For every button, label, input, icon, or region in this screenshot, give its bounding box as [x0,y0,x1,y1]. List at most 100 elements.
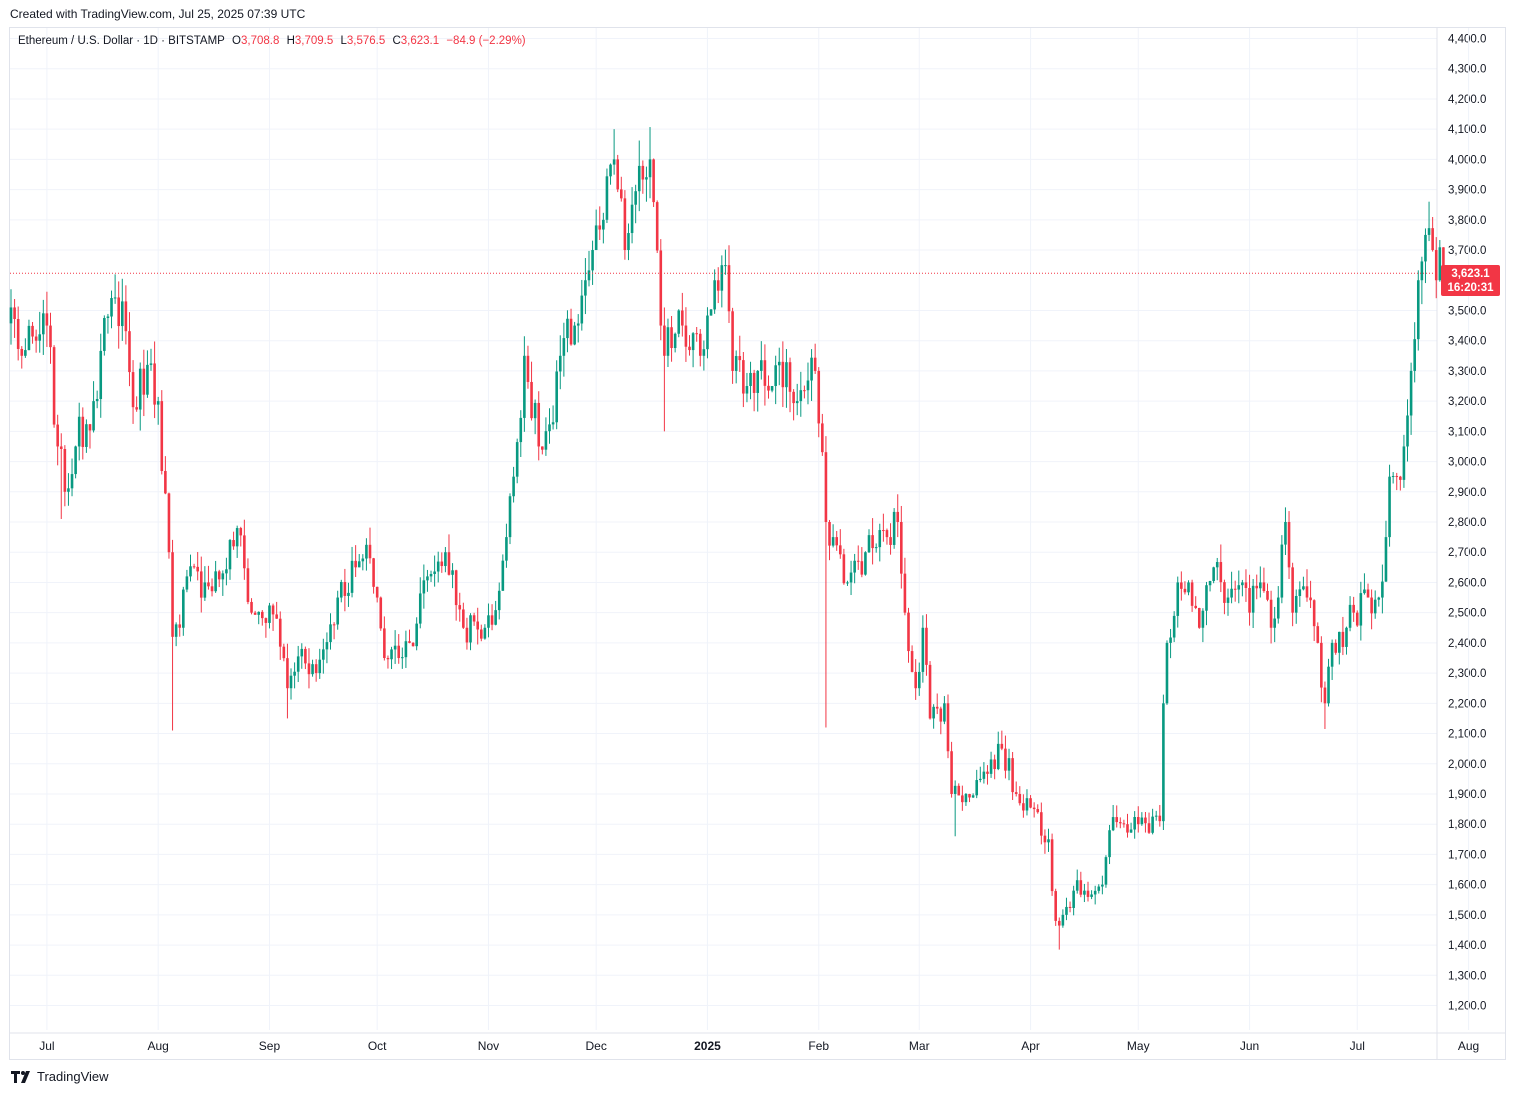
candle-body [1334,642,1338,653]
candle-body [106,316,110,319]
candle-body [160,401,164,471]
candle-body [1111,817,1115,831]
candle-body [156,401,160,405]
candle-body [871,535,874,549]
candle-body [569,318,573,345]
candle-body [228,540,232,570]
legend-high-label: H [286,35,295,47]
candle-body [1054,891,1057,921]
candle-body [1025,798,1029,811]
candle-body [59,446,63,449]
candle-body [655,202,659,251]
candle-body [67,488,70,492]
x-tick-label: Feb [808,1039,829,1053]
candle-body [1151,816,1154,833]
candle-body [253,612,257,615]
candle-body [1140,817,1144,825]
candle-body [397,645,401,659]
candle-body [1338,631,1341,653]
candle-body [860,561,864,575]
candle-body [372,558,375,587]
candle-body [465,627,469,643]
candle-body [411,642,415,647]
candle-body [838,545,842,555]
candle-body [555,371,558,423]
candle-body [135,407,138,410]
candle-body [42,313,45,335]
candle-body [781,361,785,388]
candle-body [810,357,813,381]
candle-body [1345,627,1348,647]
candle-body [483,627,487,639]
candle-body [1399,476,1402,480]
candle-body [1047,839,1050,843]
candle-body [128,331,131,373]
candle-body [1341,631,1345,647]
candle-body [164,470,167,494]
x-tick-label: May [1127,1039,1150,1053]
candle-body [623,198,627,251]
y-tick-label: 2,800.0 [1448,517,1486,529]
candle-body [1183,588,1187,593]
candle-body [777,361,781,366]
candle-body [1377,597,1381,600]
candle-body [519,417,523,443]
candle-body [401,657,404,659]
y-tick-label: 4,300.0 [1448,64,1486,76]
candle-body [1230,588,1233,598]
candle-body [695,333,698,335]
bar-countdown: 16:20:31 [1447,282,1494,294]
candle-body [964,793,968,803]
candle-body [45,313,49,326]
candle-body [1298,589,1302,596]
candle-body [1083,890,1086,895]
candle-body [1014,792,1018,794]
candle-body [225,569,228,574]
candle-body [1000,743,1004,749]
candle-body [1255,585,1259,589]
candle-body [738,356,742,361]
y-tick-label: 3,000.0 [1448,457,1486,469]
candle-body [354,560,357,568]
candle-body [785,362,788,388]
candle-body [587,270,591,281]
candle-body [1090,894,1093,897]
candle-body [433,571,436,574]
candle-body [1280,544,1284,598]
candle-body [1011,758,1014,793]
candle-body [1165,642,1169,704]
chart-frame[interactable] [9,27,1506,1060]
candle-body [1068,906,1072,908]
x-tick-label: Jul [39,1039,54,1053]
candle-body [1133,817,1136,830]
candle-body [1434,250,1438,281]
candle-body [243,535,246,569]
candle-body [932,706,935,719]
candle-body [641,165,645,180]
candle-body [846,582,849,584]
candle-body [968,793,971,798]
candle-body [576,323,580,326]
candle-body [659,250,663,326]
candle-body [541,446,544,450]
candle-body [821,423,824,453]
candle-body [645,177,648,180]
candle-body [332,624,336,626]
candle-body [27,325,31,351]
candle-body [1312,600,1316,627]
x-tick-label: Sep [259,1039,281,1053]
candle-body [1176,582,1180,616]
candle-body [1276,597,1280,619]
y-tick-label: 2,000.0 [1448,759,1486,771]
candle-body [573,325,576,345]
candle-body [16,319,20,349]
tradingview-brand[interactable]: TradingView [11,1069,109,1084]
candle-body [1215,562,1219,568]
candle-body [634,191,637,205]
y-tick-label: 1,900.0 [1448,789,1486,801]
candle-body [415,623,418,647]
candle-body [1395,476,1399,478]
candle-body [1190,582,1194,606]
candle-body [986,771,989,774]
